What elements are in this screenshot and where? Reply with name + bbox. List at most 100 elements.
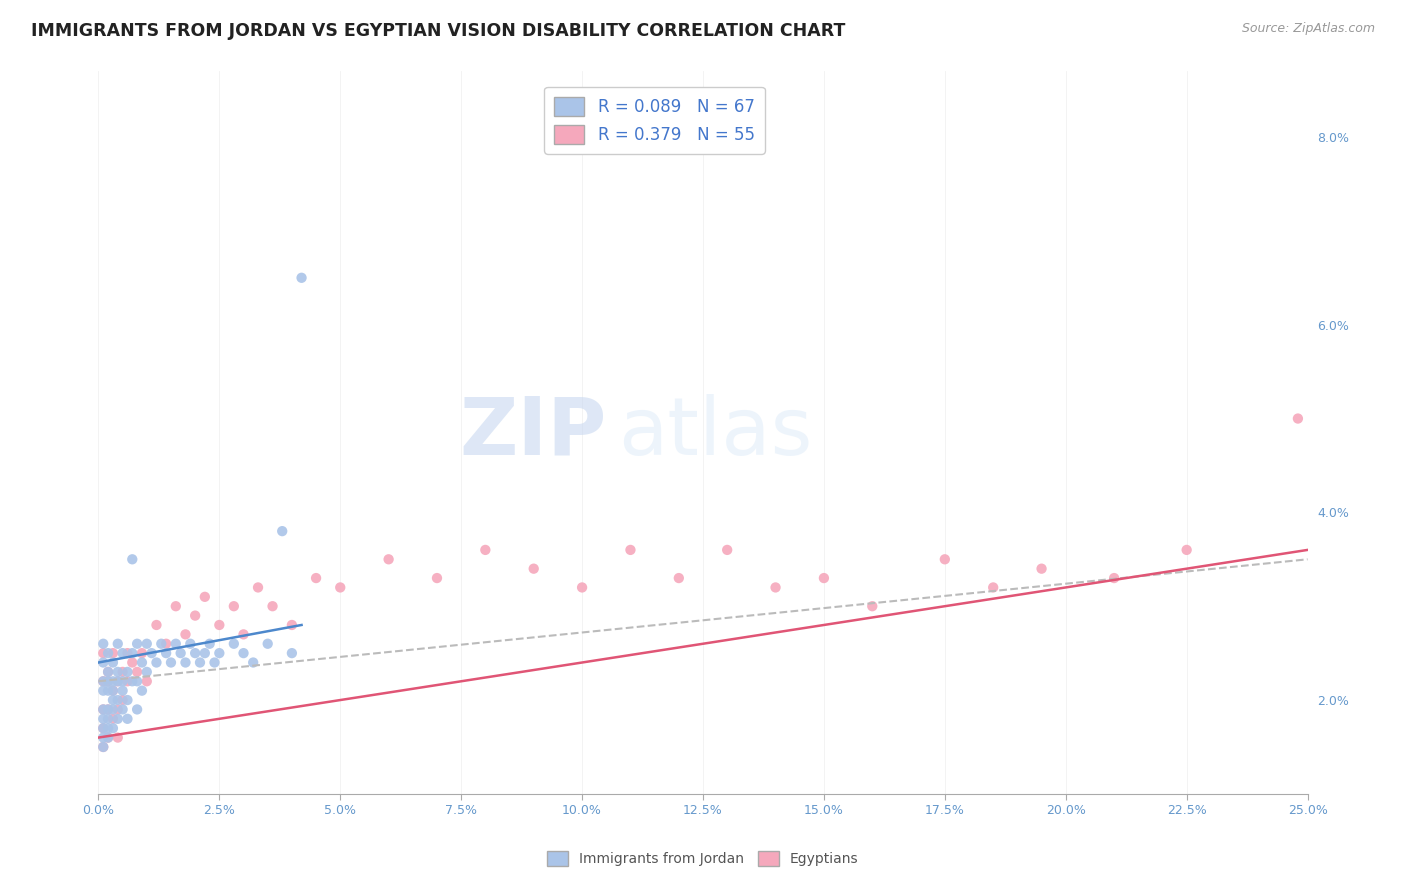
Point xyxy=(111,702,134,716)
Point xyxy=(204,656,226,670)
Point xyxy=(121,656,143,670)
Point xyxy=(232,627,254,641)
Point xyxy=(121,646,143,660)
Point xyxy=(141,646,163,660)
Point xyxy=(165,599,187,614)
Point xyxy=(208,646,231,660)
Point xyxy=(155,637,177,651)
Point xyxy=(117,693,139,707)
Point xyxy=(91,702,114,716)
Point xyxy=(281,618,304,632)
Point xyxy=(101,656,124,670)
Point xyxy=(1102,571,1125,585)
Text: atlas: atlas xyxy=(619,393,813,472)
Point xyxy=(91,721,114,735)
Point xyxy=(174,627,197,641)
Legend: R = 0.089   N = 67, R = 0.379   N = 55: R = 0.089 N = 67, R = 0.379 N = 55 xyxy=(544,87,765,153)
Point xyxy=(91,712,114,726)
Point xyxy=(165,637,187,651)
Point xyxy=(271,524,294,538)
Point xyxy=(256,637,278,651)
Point xyxy=(127,674,149,689)
Point xyxy=(107,702,129,716)
Point xyxy=(184,646,207,660)
Point xyxy=(101,683,124,698)
Point xyxy=(765,581,787,595)
Point xyxy=(101,674,124,689)
Point xyxy=(281,646,304,660)
Point xyxy=(101,712,124,726)
Point xyxy=(668,571,690,585)
Point xyxy=(290,270,312,285)
Point xyxy=(91,646,114,660)
Point xyxy=(208,618,231,632)
Legend: Immigrants from Jordan, Egyptians: Immigrants from Jordan, Egyptians xyxy=(541,846,865,871)
Point xyxy=(377,552,399,566)
Point xyxy=(107,674,129,689)
Point xyxy=(107,693,129,707)
Point xyxy=(91,683,114,698)
Point xyxy=(91,721,114,735)
Text: ZIP: ZIP xyxy=(458,393,606,472)
Point xyxy=(101,683,124,698)
Point xyxy=(135,665,157,679)
Point xyxy=(111,683,134,698)
Point xyxy=(101,693,124,707)
Point xyxy=(117,712,139,726)
Point xyxy=(232,646,254,660)
Point xyxy=(101,721,124,735)
Point xyxy=(619,542,641,557)
Point xyxy=(184,608,207,623)
Point xyxy=(91,739,114,754)
Point xyxy=(127,665,149,679)
Point xyxy=(97,731,120,745)
Point xyxy=(127,702,149,716)
Point xyxy=(111,674,134,689)
Point xyxy=(91,656,114,670)
Point xyxy=(131,683,153,698)
Text: IMMIGRANTS FROM JORDAN VS EGYPTIAN VISION DISABILITY CORRELATION CHART: IMMIGRANTS FROM JORDAN VS EGYPTIAN VISIO… xyxy=(31,22,845,40)
Point xyxy=(97,665,120,679)
Point xyxy=(135,637,157,651)
Point xyxy=(117,646,139,660)
Point xyxy=(305,571,328,585)
Point xyxy=(97,674,120,689)
Point xyxy=(150,637,173,651)
Point xyxy=(169,646,191,660)
Point xyxy=(101,646,124,660)
Point xyxy=(571,581,593,595)
Point xyxy=(97,721,120,735)
Point xyxy=(91,739,114,754)
Point xyxy=(1286,411,1309,425)
Point xyxy=(91,637,114,651)
Point xyxy=(107,712,129,726)
Text: Source: ZipAtlas.com: Source: ZipAtlas.com xyxy=(1241,22,1375,36)
Point xyxy=(1175,542,1198,557)
Point xyxy=(91,702,114,716)
Point xyxy=(97,646,120,660)
Point xyxy=(111,646,134,660)
Point xyxy=(131,656,153,670)
Point xyxy=(107,674,129,689)
Point xyxy=(127,637,149,651)
Point xyxy=(222,637,245,651)
Point xyxy=(247,581,270,595)
Point xyxy=(523,562,546,576)
Point xyxy=(91,731,114,745)
Point xyxy=(155,646,177,660)
Point xyxy=(188,656,211,670)
Point xyxy=(262,599,284,614)
Point xyxy=(107,731,129,745)
Point xyxy=(91,674,114,689)
Point xyxy=(121,674,143,689)
Point xyxy=(91,674,114,689)
Point xyxy=(135,674,157,689)
Point xyxy=(474,542,496,557)
Point xyxy=(97,702,120,716)
Point xyxy=(160,656,183,670)
Point xyxy=(131,646,153,660)
Point xyxy=(117,674,139,689)
Point xyxy=(107,665,129,679)
Point xyxy=(145,656,167,670)
Point xyxy=(329,581,352,595)
